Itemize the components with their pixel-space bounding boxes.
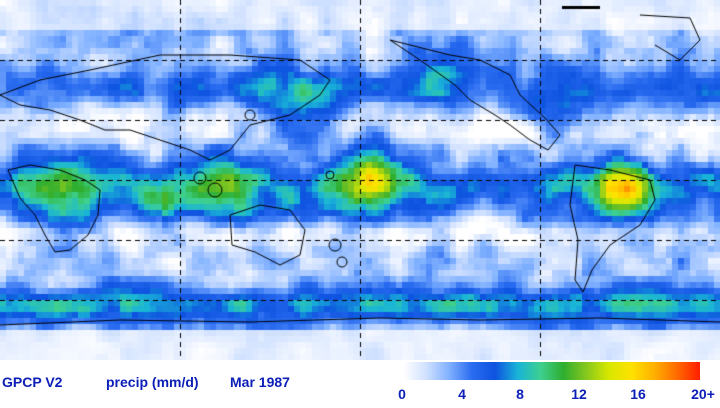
colorbar	[404, 362, 700, 380]
dataset-label: GPCP V2	[2, 374, 63, 390]
precipitation-map	[0, 0, 720, 360]
colorbar-tick-8: 8	[516, 386, 524, 402]
colorbar-tick-16: 16	[630, 386, 646, 402]
colorbar-tick-0: 0	[398, 386, 406, 402]
variable-label: precip (mm/d)	[106, 374, 199, 390]
period-label: Mar 1987	[230, 374, 290, 390]
colorbar-tick-20plus: 20+	[691, 386, 715, 402]
colorbar-tick-12: 12	[571, 386, 587, 402]
colorbar-tick-4: 4	[458, 386, 466, 402]
